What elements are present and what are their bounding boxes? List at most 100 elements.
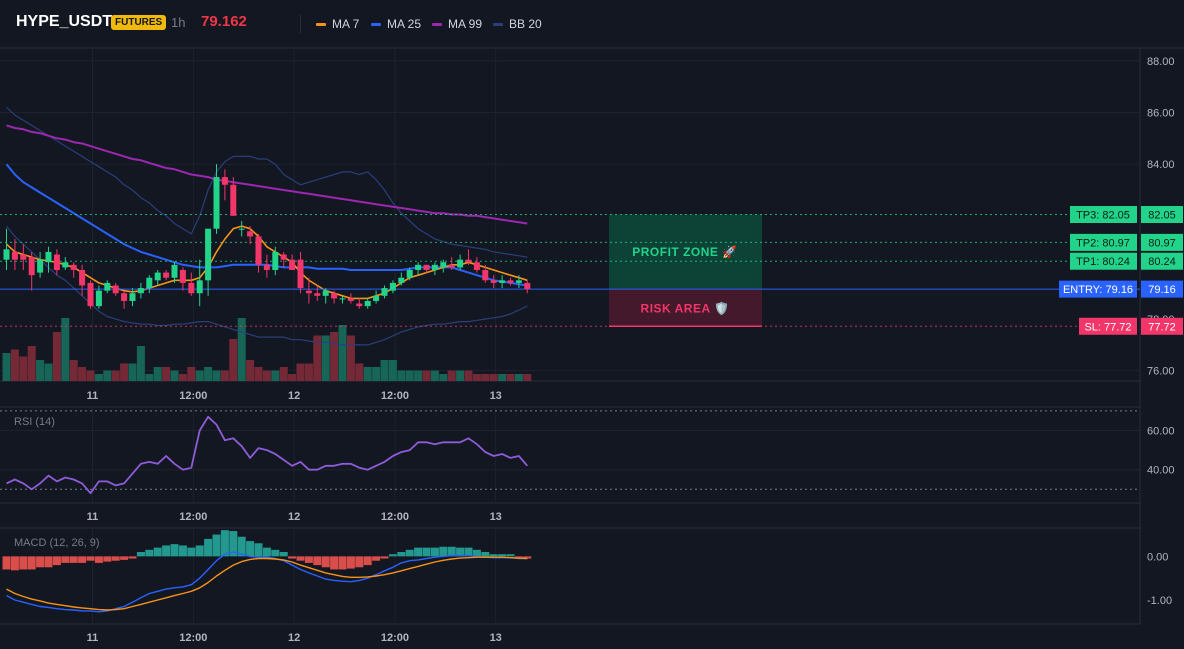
volume-bar [61,318,70,381]
volume-bar [279,367,288,381]
entry-axis-value: 79.16 [1148,284,1176,296]
macd-signal-line [6,556,528,611]
tp1-axis-value: 80.24 [1148,256,1176,268]
rsi-tick-0: 60.00 [1147,426,1175,438]
candle-body [28,257,35,276]
macd-histogram-bar [128,556,137,559]
macd-histogram-bar [2,556,11,570]
candle-body [179,270,186,283]
bb20-swatch [493,23,503,27]
time-label: 11 [87,511,99,523]
volume-bar [44,363,53,381]
volume-bar [489,374,498,381]
candle-body [263,264,270,270]
candle-body [331,293,338,299]
risk-zone [609,289,762,327]
volume-bar [472,374,481,381]
macd-histogram-bar [86,556,95,561]
volume-bar [447,370,456,381]
rsi-title: RSI (14) [14,416,55,428]
macd-histogram-bar [313,556,322,566]
macd-histogram-bar [489,554,498,557]
candle-body [104,282,111,291]
tp3-axis-box [1141,206,1183,223]
candle-body [221,177,228,185]
legend-ma25[interactable]: MA 25 [371,17,421,31]
futures-badge: FUTURES [111,15,167,30]
volume-bar [153,367,162,381]
volume-bar [111,370,120,381]
volume-bar [204,367,213,381]
interval-selector[interactable]: 1h [171,15,186,30]
macd-histogram-bar [355,556,364,568]
tp2-axis-box [1141,233,1183,251]
macd-histogram-bar [464,547,473,557]
macd-histogram-bar [204,538,213,557]
volume-bar [271,370,280,381]
candle-body [339,298,346,300]
candle-body [440,262,447,268]
volume-bar [120,363,129,381]
volume-bar [128,363,137,381]
volume-bar [414,370,423,381]
macd-histogram-bar [187,547,196,557]
legend-bb20-label: BB 20 [509,17,542,31]
symbol-name[interactable]: HYPE_USDT [16,13,113,30]
time-label: 13 [490,632,502,644]
macd-tick-1: -1.00 [1147,595,1172,607]
volume-bar [19,356,28,381]
volume-bar [246,360,255,381]
volume-bar [145,374,154,381]
macd-histogram-bar [472,549,481,557]
candle-body [112,285,119,294]
volume-bar [313,335,322,381]
macd-histogram-bar [61,556,70,563]
volume-bar [187,367,196,381]
tp2-label: TP2: 80.97 [1076,237,1130,249]
tp1-label: TP1: 80.24 [1076,256,1130,268]
macd-histogram-bar [456,547,465,557]
volume-bar [321,335,330,381]
macd-histogram-bar [523,556,532,559]
legend-bb20[interactable]: BB 20 [493,17,542,31]
time-label: 12 [288,511,300,523]
candle-body [465,259,472,263]
candle-body [389,282,396,291]
macd-histogram-bar [498,554,507,557]
volume-bar [288,374,297,381]
candlesticks [3,164,531,309]
macd-histogram-bar [170,544,179,557]
tp1-label-box [1070,252,1137,270]
macd-histogram-bar [19,556,28,570]
time-label: 12:00 [381,632,409,644]
price-tick-2: 84.00 [1147,159,1175,171]
volume-bar [338,325,347,381]
candle-body [121,293,128,301]
sl-axis-box [1141,317,1183,335]
macd-histogram-bar [246,541,255,557]
volume-bar [439,374,448,381]
macd-histogram-bar [237,536,246,557]
tp2-label-box [1070,233,1137,251]
candle-body [20,254,27,260]
legend-ma7[interactable]: MA 7 [316,17,359,31]
time-label: 11 [87,632,99,644]
legend-ma99[interactable]: MA 99 [432,17,482,31]
time-label: 12 [288,390,300,402]
volume-bar [136,346,145,381]
candle-body [482,270,489,281]
volume-bar [363,367,372,381]
grid-lines [0,48,1140,624]
candle-body [129,293,136,301]
macd-histogram-bar [481,552,490,557]
candle-body [423,264,430,270]
volume-bar [94,374,103,381]
volume-bar [388,360,397,381]
candle-body [11,251,18,260]
volume-bar [36,360,45,381]
bb-lower-line [6,225,528,346]
candle-body [448,264,455,268]
profit-zone [609,214,762,290]
macd-histogram-bar [422,547,431,557]
